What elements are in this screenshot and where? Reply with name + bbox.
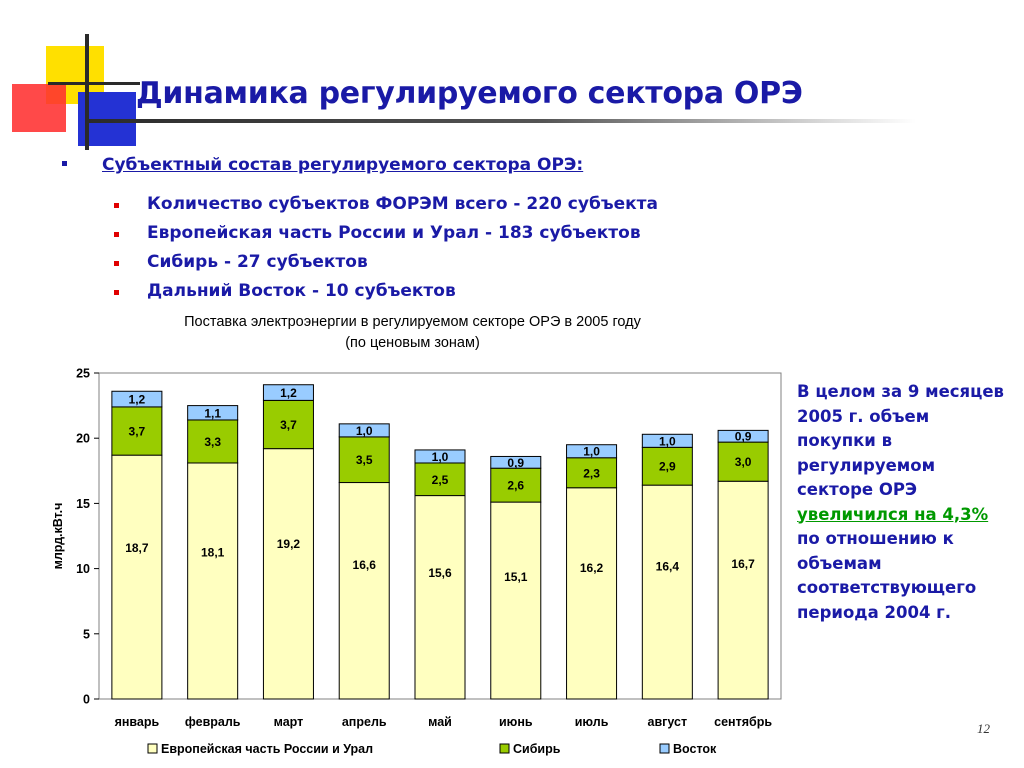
square-bullet-icon xyxy=(114,290,119,295)
bar-segment xyxy=(187,419,239,464)
bar-segment xyxy=(566,444,618,459)
data-label: 3,0 xyxy=(735,455,752,469)
data-label: 18,1 xyxy=(201,546,225,560)
logo-red-square xyxy=(12,84,66,132)
logo-horizontal-line xyxy=(48,82,140,85)
data-label: 16,7 xyxy=(731,557,755,571)
summary-note: В целом за 9 месяцев 2005 г. объем покуп… xyxy=(797,380,1012,625)
data-label: 1,0 xyxy=(432,450,449,464)
bar-segment xyxy=(566,487,618,700)
legend-swatch xyxy=(499,743,510,754)
x-category-label: июнь xyxy=(499,715,533,729)
x-category-label: май xyxy=(428,715,452,729)
growth-highlight: увеличился на 4,3% xyxy=(797,504,989,524)
data-label: 3,5 xyxy=(356,453,373,467)
bar-segment xyxy=(717,429,769,443)
data-label: 2,6 xyxy=(507,479,524,493)
bar-segment xyxy=(641,433,693,448)
legend-label: Восток xyxy=(673,742,717,756)
y-tick-label: 5 xyxy=(83,627,90,641)
data-label: 1,1 xyxy=(204,406,221,420)
bar-segment xyxy=(262,448,314,700)
x-category-label: март xyxy=(274,715,304,729)
bar-segment xyxy=(490,455,542,469)
slide-title: Динамика регулируемого сектора ОРЭ xyxy=(136,76,803,111)
data-label: 3,7 xyxy=(280,418,297,432)
data-label: 2,5 xyxy=(432,473,449,487)
chart-title-block: Поставка электроэнергии в регулируемом с… xyxy=(100,312,725,354)
bar-segment xyxy=(187,405,239,421)
x-category-label: январь xyxy=(115,715,160,729)
bar-segment xyxy=(338,482,390,700)
bar-segment xyxy=(566,457,618,489)
data-label: 16,2 xyxy=(580,561,604,575)
y-tick-label: 15 xyxy=(76,497,90,511)
square-bullet-icon xyxy=(114,232,119,237)
stacked-bar-chart: 0 5 10 15 20 25 млрд.кВт.ч январь 18,7 3,7 1,2 февр… xyxy=(51,367,782,756)
square-bullet-icon xyxy=(62,161,67,166)
summary-note-text: В целом за 9 месяцев 2005 г. объем покуп… xyxy=(797,382,1004,499)
data-label: 3,7 xyxy=(129,425,146,439)
bar-segment xyxy=(187,462,239,700)
bar-segment xyxy=(262,384,314,401)
bar-segment xyxy=(717,480,769,700)
summary-note-text-end: по отношению к объемам соответствующего … xyxy=(797,529,977,622)
page-number: 12 xyxy=(977,721,990,736)
data-label: 1,0 xyxy=(659,434,676,448)
data-label: 15,1 xyxy=(504,570,528,584)
data-label: 16,4 xyxy=(656,559,680,573)
data-label: 16,6 xyxy=(353,558,377,572)
bullet-text: Количество субъектов ФОРЭМ всего - 220 с… xyxy=(147,194,659,214)
bar-segment xyxy=(414,449,466,464)
bar-segment xyxy=(111,454,163,700)
y-tick-label: 25 xyxy=(76,367,90,381)
x-category-label: апрель xyxy=(342,715,387,729)
legend-label: Сибирь xyxy=(513,742,561,756)
bullet-text: Дальний Восток - 10 субъектов xyxy=(147,281,456,301)
bar-segment xyxy=(414,495,466,700)
bar-segment xyxy=(111,390,163,408)
data-label: 15,6 xyxy=(428,566,452,580)
y-tick-label: 20 xyxy=(76,432,90,446)
data-label: 3,3 xyxy=(204,435,221,449)
data-label: 2,3 xyxy=(583,466,600,480)
chart-title: Поставка электроэнергии в регулируемом с… xyxy=(184,314,641,330)
x-category-label: сентябрь xyxy=(714,715,772,729)
data-label: 2,9 xyxy=(659,460,676,474)
data-label: 0,9 xyxy=(507,456,524,470)
data-label: 19,2 xyxy=(277,537,301,551)
y-axis-label: млрд.кВт.ч xyxy=(51,503,65,570)
data-label: 0,9 xyxy=(735,430,752,444)
legend-label: Европейская часть России и Урал xyxy=(161,742,373,756)
slide-logo xyxy=(12,34,140,150)
y-tick-label: 0 xyxy=(83,693,90,707)
x-category-label: август xyxy=(648,715,688,729)
bar-segment xyxy=(490,501,542,700)
y-tick-label: 10 xyxy=(76,562,90,576)
title-underline xyxy=(86,119,916,123)
subjects-heading-text: Субъектный состав регулируемого сектора … xyxy=(102,155,584,175)
chart-subtitle: (по ценовым зонам) xyxy=(345,335,480,351)
bar-segment xyxy=(338,423,390,438)
logo-vertical-line xyxy=(85,34,89,150)
bar-segment xyxy=(641,484,693,700)
legend-swatch xyxy=(659,743,670,754)
bar-segment xyxy=(414,462,466,497)
bullet-text: Сибирь - 27 субъектов xyxy=(147,252,368,272)
legend-swatch xyxy=(147,743,158,754)
bar-segment xyxy=(641,446,693,486)
x-category-label: июль xyxy=(575,715,609,729)
data-label: 1,2 xyxy=(280,386,297,400)
square-bullet-icon xyxy=(114,261,119,266)
bar-segment xyxy=(490,467,542,503)
bullet-text: Европейская часть России и Урал - 183 су… xyxy=(147,223,641,243)
data-label: 18,7 xyxy=(125,541,149,555)
data-label: 1,0 xyxy=(583,445,600,459)
square-bullet-icon xyxy=(114,203,119,208)
x-category-label: февраль xyxy=(185,715,241,729)
data-label: 1,2 xyxy=(129,393,146,407)
data-label: 1,0 xyxy=(356,424,373,438)
